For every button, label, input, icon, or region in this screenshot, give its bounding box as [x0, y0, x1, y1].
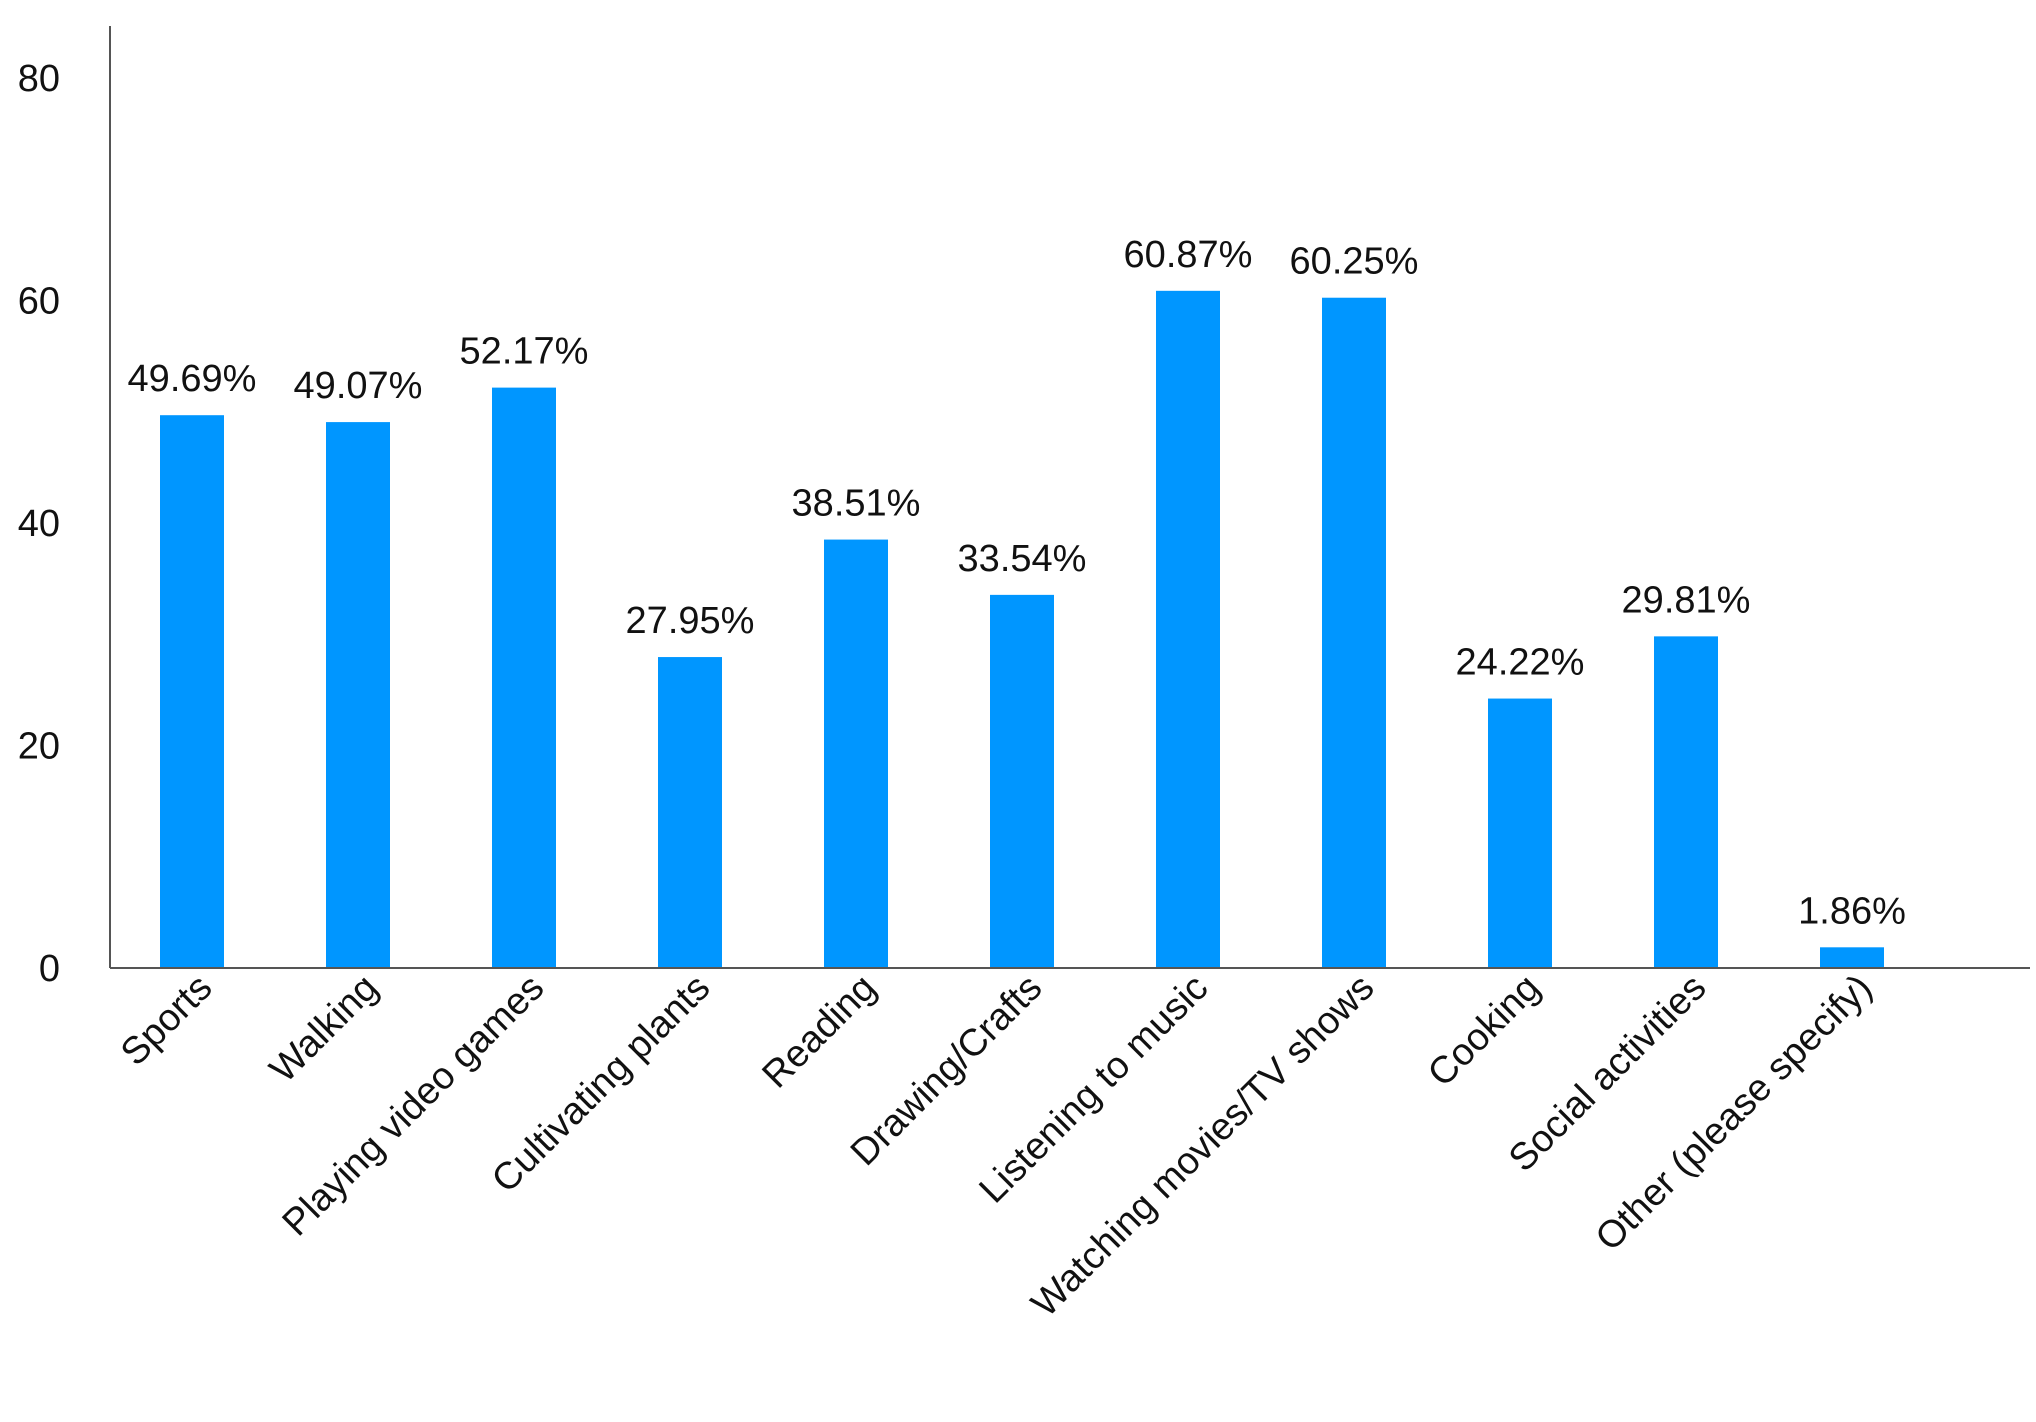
bar — [1322, 297, 1386, 968]
bar — [990, 594, 1054, 968]
category-label: Cooking — [1420, 967, 1548, 1095]
bars — [160, 290, 1884, 969]
y-tick-label: 80 — [18, 58, 60, 100]
data-label: 49.69% — [128, 358, 257, 400]
data-labels: 49.69% 49.07% 52.17% 27.95% 38.51% 33.54% 60.8… — [128, 234, 1906, 932]
bar — [824, 539, 888, 968]
data-label: 38.51% — [792, 483, 921, 525]
data-label: 33.54% — [958, 538, 1087, 580]
y-tick-label: 60 — [18, 281, 60, 323]
category-label: Sports — [113, 967, 220, 1074]
category-label: Walking — [262, 967, 386, 1091]
bar — [326, 422, 390, 968]
data-label: 24.22% — [1456, 642, 1585, 684]
data-label: 1.86% — [1798, 890, 1906, 932]
bar — [1654, 636, 1718, 968]
bar — [160, 415, 224, 969]
bar — [1488, 698, 1552, 968]
bar — [658, 657, 722, 968]
y-tick-label: 40 — [18, 503, 60, 545]
data-label: 29.81% — [1622, 579, 1751, 621]
data-label: 27.95% — [626, 600, 755, 642]
data-label: 60.25% — [1290, 241, 1419, 283]
bar — [1820, 947, 1884, 968]
category-label: Reading — [755, 967, 885, 1097]
category-label: Watching movies/TV shows — [1024, 967, 1383, 1326]
bar — [492, 387, 556, 968]
y-axis: 0 20 40 60 80 — [18, 26, 111, 990]
y-tick-label: 20 — [18, 726, 60, 768]
bar — [1156, 290, 1220, 968]
y-tick-label: 0 — [39, 948, 60, 990]
category-label: Other (please specify) — [1588, 967, 1881, 1260]
data-label: 52.17% — [460, 331, 589, 373]
data-label: 49.07% — [294, 365, 423, 407]
data-label: 60.87% — [1124, 234, 1253, 276]
